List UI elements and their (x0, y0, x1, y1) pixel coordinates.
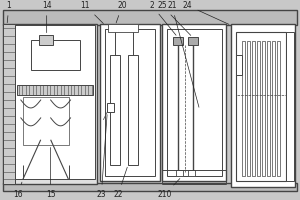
Text: 2: 2 (150, 1, 176, 35)
Circle shape (280, 161, 288, 169)
Bar (236, 55, 242, 75)
Bar (242, 41, 245, 176)
Text: 20: 20 (116, 1, 127, 23)
Bar (162, 24, 226, 181)
Bar (3, 183, 297, 191)
Bar (232, 24, 295, 187)
Bar (15, 25, 95, 179)
Bar (31, 40, 80, 70)
Circle shape (280, 146, 288, 154)
Text: 23: 23 (97, 115, 107, 199)
Bar (105, 29, 155, 176)
Polygon shape (41, 70, 51, 82)
Bar (188, 37, 198, 45)
Bar (257, 41, 260, 176)
Bar (262, 41, 265, 176)
Text: 11: 11 (81, 1, 103, 24)
Bar (248, 41, 250, 176)
Ellipse shape (193, 132, 207, 138)
Bar (167, 29, 221, 176)
Circle shape (280, 116, 288, 124)
Bar (272, 41, 275, 176)
Text: 25: 25 (157, 1, 191, 35)
Bar (108, 24, 138, 32)
Text: 24: 24 (183, 1, 229, 24)
Bar (236, 32, 286, 181)
Circle shape (280, 86, 288, 94)
Bar (252, 41, 255, 176)
Circle shape (280, 56, 288, 64)
Bar (110, 55, 120, 165)
Polygon shape (29, 45, 63, 70)
Circle shape (280, 101, 288, 109)
Text: 210: 210 (158, 179, 180, 199)
Text: 14: 14 (42, 1, 52, 33)
Bar (128, 55, 138, 165)
Bar (107, 103, 114, 112)
Text: 22: 22 (113, 167, 127, 199)
Bar (100, 24, 160, 181)
Bar (277, 41, 280, 176)
Circle shape (280, 71, 288, 79)
Text: 16: 16 (13, 182, 23, 199)
Bar (17, 85, 93, 95)
Bar (3, 10, 297, 25)
Bar (3, 24, 97, 184)
Ellipse shape (193, 117, 207, 123)
Bar (176, 170, 183, 176)
Text: 21: 21 (167, 1, 199, 107)
Bar (267, 41, 270, 176)
Bar (23, 97, 68, 145)
Bar (286, 32, 294, 181)
Bar (173, 37, 183, 45)
Text: 15: 15 (46, 147, 56, 199)
Circle shape (280, 131, 288, 139)
Bar (188, 170, 195, 176)
Text: 1: 1 (7, 1, 11, 23)
Bar (3, 24, 15, 184)
Bar (39, 35, 52, 45)
